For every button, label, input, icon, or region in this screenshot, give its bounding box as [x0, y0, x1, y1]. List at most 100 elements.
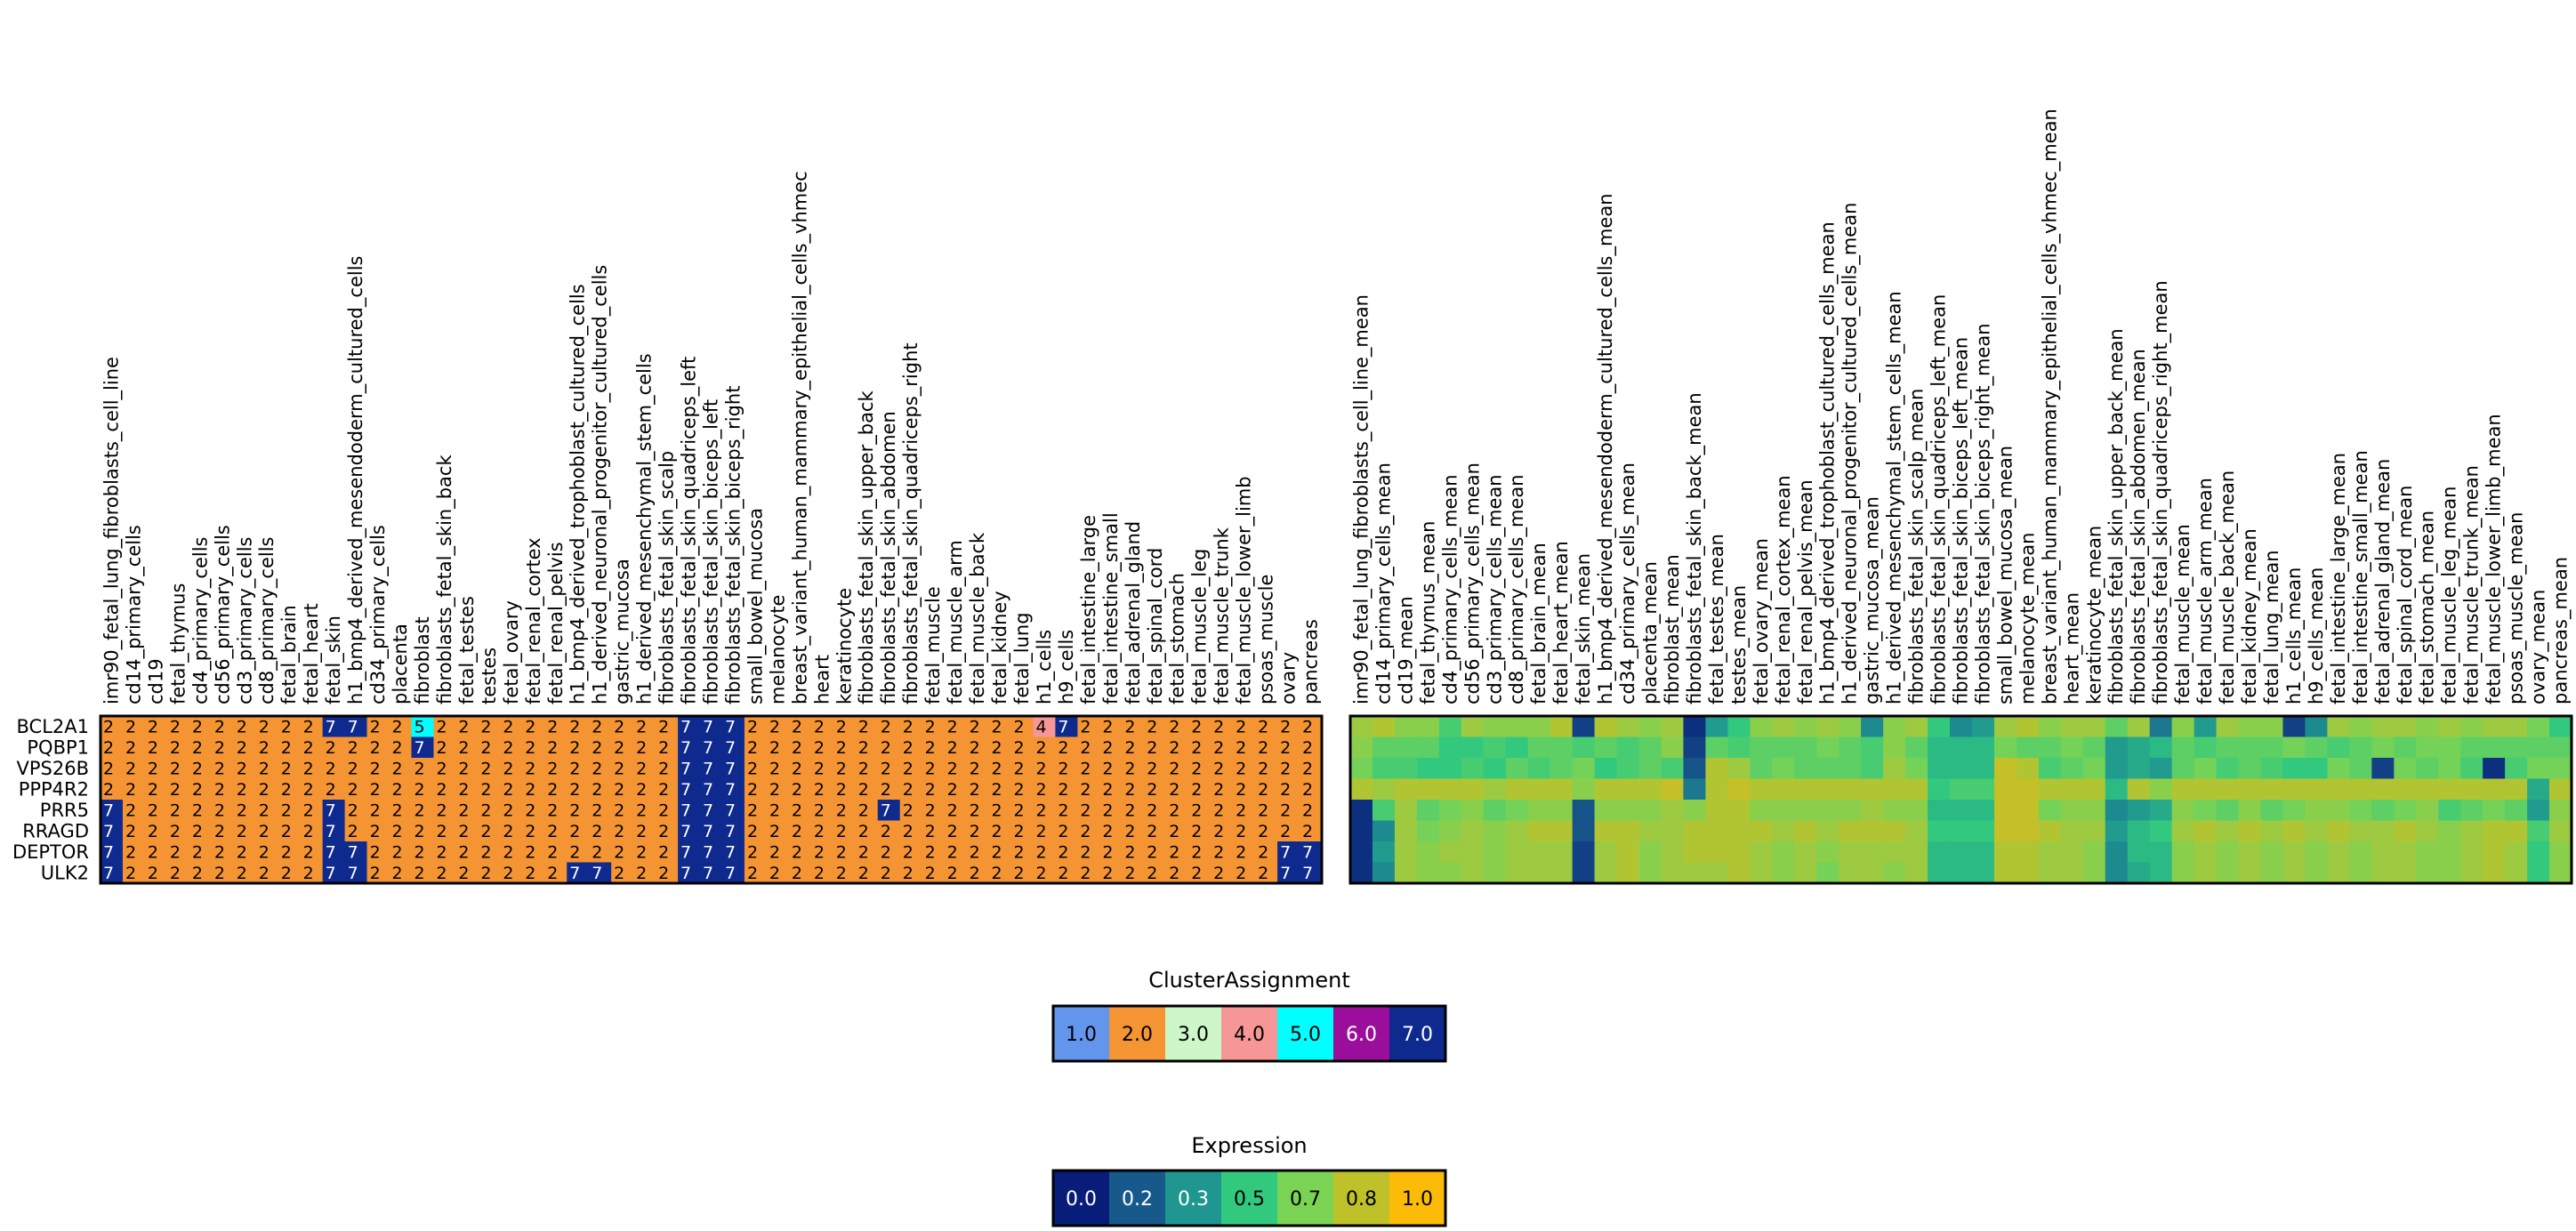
heatmap-cell [988, 736, 1011, 759]
cell-value-label: 2 [1213, 843, 1224, 863]
legend-label: 3.0 [1178, 1024, 1209, 1046]
heatmap-cell [322, 800, 345, 821]
heatmap-cell [1144, 841, 1167, 863]
heatmap-cell [2483, 758, 2506, 779]
heatmap-cell [2082, 841, 2106, 863]
cell-value-label: 2 [148, 760, 158, 779]
heatmap-cell [855, 716, 879, 737]
heatmap-cell [1350, 820, 1373, 842]
heatmap-cell [1839, 758, 1862, 779]
cell-value-label: 2 [1014, 738, 1025, 758]
cell-value-label: 2 [947, 718, 958, 737]
cell-value-label: 2 [903, 760, 914, 779]
heatmap-cell [1750, 736, 1773, 759]
heatmap-cell [366, 862, 390, 884]
heatmap-cell [101, 736, 124, 759]
cell-value-label: 2 [1191, 718, 1202, 737]
cell-value-label: 2 [1302, 780, 1313, 800]
cell-value-label: 2 [881, 718, 891, 737]
cell-value-label: 2 [281, 738, 292, 758]
cell-value-label: 2 [148, 738, 158, 758]
heatmap-cell [500, 862, 523, 884]
cell-value-label: 2 [614, 738, 624, 758]
heatmap-cell [255, 778, 279, 801]
heatmap-cell [2527, 778, 2550, 801]
heatmap-cell [366, 716, 390, 737]
cell-value-label: 2 [281, 843, 292, 863]
cell-value-label: 2 [947, 801, 958, 821]
cell-value-label: 2 [814, 843, 825, 863]
column-label: fetal_ovary_mean [1751, 538, 1773, 704]
heatmap-cell [1483, 862, 1507, 884]
cell-value-label: 2 [636, 843, 647, 863]
heatmap-cell [1233, 778, 1256, 801]
heatmap-cell [1300, 736, 1323, 759]
heatmap-cell [300, 800, 324, 821]
heatmap-cell [589, 862, 612, 884]
heatmap-cell [855, 800, 879, 821]
cell-value-label: 2 [858, 780, 869, 800]
heatmap-cell [2082, 716, 2106, 737]
cell-value-label: 2 [970, 760, 980, 779]
heatmap-cell [1211, 820, 1234, 842]
heatmap-cell [1572, 758, 1595, 779]
cell-value-label: 2 [125, 760, 136, 779]
heatmap-cell [2149, 778, 2173, 801]
heatmap-cell [656, 820, 679, 842]
heatmap-cell [1616, 841, 1639, 863]
column-label: cd3_primary_cells_mean [1484, 474, 1506, 704]
heatmap-cell [2394, 800, 2417, 821]
heatmap-cell [1255, 820, 1278, 842]
cell-value-label: 2 [814, 718, 825, 737]
heatmap-cell [500, 758, 523, 779]
cell-value-label: 2 [970, 843, 980, 863]
heatmap-cell [1727, 862, 1751, 884]
row-label-vps26b: VPS26B [17, 758, 90, 779]
heatmap-cell [899, 841, 923, 863]
heatmap-cell [1971, 716, 1995, 737]
column-label: cd3_primary_cells [234, 537, 256, 705]
heatmap-cell [166, 841, 190, 863]
heatmap-cell [2082, 778, 2106, 801]
cell-value-label: 2 [569, 718, 580, 737]
heatmap-cell [700, 820, 723, 842]
heatmap-cell [1033, 716, 1056, 737]
heatmap-cell [2460, 778, 2483, 801]
column-label: fetal_brain_mean [1528, 543, 1550, 704]
column-label: keratinocyte [833, 588, 855, 704]
cell-value-label: 2 [192, 760, 203, 779]
column-label: fetal_stomach [1167, 573, 1189, 704]
column-label: fibroblasts_fetal_skin_upper_back_mean [2105, 328, 2128, 704]
heatmap-cell [1971, 758, 1995, 779]
heatmap-cell [1794, 736, 1817, 759]
heatmap-cell [2460, 716, 2483, 737]
heatmap-cell [2060, 736, 2084, 759]
column-label: h1_bmp4_derived_mesendoderm_cultured_cel… [345, 256, 367, 704]
heatmap-cell [1350, 841, 1373, 863]
cell-value-label: 2 [525, 843, 535, 863]
column-label: h1_bmp4_derived_trophoblast_cultured_cel… [568, 284, 590, 704]
heatmap-cell [1416, 758, 1440, 779]
heatmap-cell [411, 716, 434, 737]
heatmap-cell [2038, 758, 2062, 779]
heatmap-cell [255, 841, 279, 863]
cell-value-label: 2 [836, 843, 847, 863]
cell-value-label: 2 [614, 718, 624, 737]
heatmap-cell [544, 758, 568, 779]
heatmap-cell [478, 820, 501, 842]
cell-value-label: 2 [348, 760, 358, 779]
column-label: fetal_muscle_trunk [1212, 527, 1234, 704]
cell-value-label: 2 [658, 760, 669, 779]
heatmap-cell [1438, 716, 1462, 737]
row-label-ulk2: ULK2 [41, 862, 89, 883]
heatmap-cell [2305, 716, 2328, 737]
heatmap-cell [2549, 820, 2572, 842]
heatmap-cell [1211, 841, 1234, 863]
heatmap-cell [678, 820, 701, 842]
heatmap-cell [766, 800, 790, 821]
heatmap-cell [1350, 736, 1373, 759]
column-label: fibroblasts_fetal_skin_biceps_left_mean [1951, 337, 1973, 704]
column-label: fetal_spinal_cord [1145, 548, 1167, 704]
heatmap-cell [1277, 778, 1300, 801]
heatmap-cell [2127, 800, 2151, 821]
